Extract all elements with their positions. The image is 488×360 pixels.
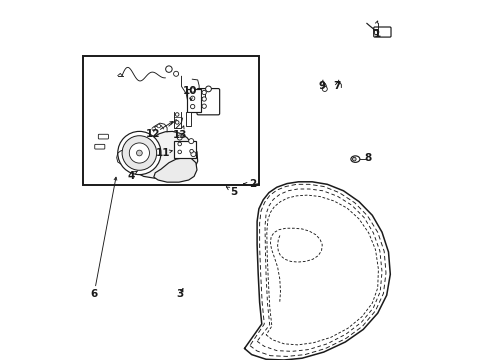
- Bar: [185, 112, 191, 126]
- PathPatch shape: [132, 131, 197, 178]
- Circle shape: [189, 149, 193, 153]
- Circle shape: [177, 135, 182, 140]
- Circle shape: [202, 104, 206, 108]
- Text: 2: 2: [248, 179, 256, 189]
- Text: 4: 4: [127, 171, 134, 181]
- FancyBboxPatch shape: [98, 134, 108, 139]
- FancyBboxPatch shape: [373, 27, 390, 37]
- Text: 12: 12: [145, 129, 160, 139]
- Circle shape: [175, 121, 179, 124]
- Bar: [186, 89, 201, 112]
- Circle shape: [165, 66, 172, 72]
- Circle shape: [178, 142, 181, 146]
- Text: 13: 13: [173, 130, 187, 140]
- Text: 8: 8: [363, 153, 370, 163]
- Text: 6: 6: [90, 289, 98, 299]
- FancyBboxPatch shape: [95, 144, 104, 149]
- Circle shape: [202, 90, 206, 95]
- Circle shape: [190, 104, 194, 109]
- Bar: [201, 91, 204, 97]
- Text: 10: 10: [183, 86, 197, 96]
- Circle shape: [129, 143, 149, 163]
- Circle shape: [118, 131, 161, 175]
- Circle shape: [122, 136, 156, 170]
- Text: 1: 1: [373, 29, 381, 39]
- FancyBboxPatch shape: [197, 89, 219, 115]
- Ellipse shape: [350, 156, 359, 162]
- Circle shape: [190, 88, 194, 92]
- Circle shape: [173, 71, 178, 76]
- Text: 7: 7: [333, 81, 340, 91]
- Circle shape: [178, 150, 181, 154]
- Bar: [174, 141, 196, 158]
- Circle shape: [373, 30, 378, 35]
- Text: 5: 5: [230, 186, 237, 197]
- Circle shape: [190, 152, 196, 157]
- Circle shape: [202, 97, 206, 101]
- Circle shape: [152, 127, 155, 131]
- Text: 11: 11: [156, 148, 170, 158]
- Circle shape: [322, 86, 326, 91]
- Text: 3: 3: [177, 289, 183, 299]
- Circle shape: [205, 86, 211, 92]
- PathPatch shape: [153, 158, 197, 182]
- Text: 9: 9: [318, 81, 325, 91]
- Bar: [82, 56, 258, 185]
- Circle shape: [136, 150, 142, 156]
- Circle shape: [175, 113, 179, 116]
- Circle shape: [190, 96, 194, 100]
- Circle shape: [188, 139, 193, 144]
- Circle shape: [157, 124, 160, 128]
- Circle shape: [352, 157, 355, 161]
